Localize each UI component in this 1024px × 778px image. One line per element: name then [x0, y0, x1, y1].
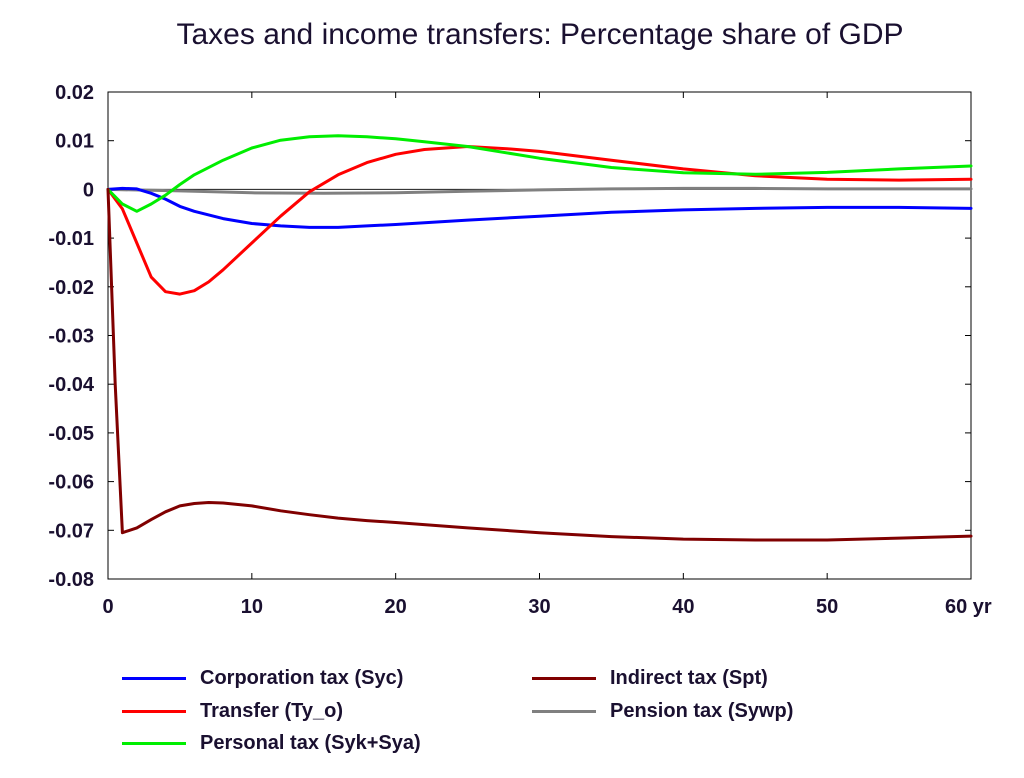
y-tick-label: 0.01	[55, 131, 94, 153]
series-line-personal-tax-syk-sya	[106, 134, 973, 213]
y-tick-label: -0.03	[48, 326, 94, 348]
x-tick-label: 30	[528, 596, 550, 618]
y-tick-label: -0.06	[48, 472, 94, 494]
y-tick-label: -0.04	[48, 374, 94, 396]
x-axis-ticks: 0 10 20 30 40 50 60 yr	[102, 92, 992, 618]
y-tick-label: -0.07	[48, 520, 94, 542]
y-tick-label: -0.05	[48, 423, 94, 445]
y-tick-label: -0.01	[48, 228, 94, 250]
y-tick-label: -0.02	[48, 277, 94, 299]
y-axis-ticks: 0.02 0.01 0 -0.01 -0.02 -0.03 -0.04 -0.05 -0.06 -…	[48, 82, 971, 591]
x-tick-label: 20	[385, 596, 407, 618]
series-line-transfer-ty-o	[106, 145, 973, 296]
x-tick-label: 50	[816, 596, 838, 618]
series-line-indirect-tax-spt	[106, 187, 973, 542]
x-tick-label: 0	[102, 596, 113, 618]
y-tick-label: 0	[83, 179, 94, 201]
series-line-corporation-tax-syc	[106, 186, 973, 229]
series-lines	[106, 134, 973, 542]
y-tick-label: -0.08	[48, 569, 94, 591]
x-tick-label: 10	[241, 596, 263, 618]
y-tick-label: 0.02	[55, 82, 94, 104]
chart-title: Taxes and income transfers: Percentage s…	[176, 18, 904, 51]
series-line-pension-tax-sywp	[106, 186, 973, 195]
x-tick-label: 40	[672, 596, 694, 618]
x-tick-label: 60 yr	[945, 596, 992, 618]
